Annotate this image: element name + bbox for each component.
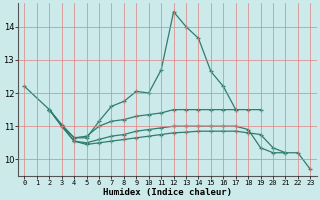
X-axis label: Humidex (Indice chaleur): Humidex (Indice chaleur) (103, 188, 232, 197)
